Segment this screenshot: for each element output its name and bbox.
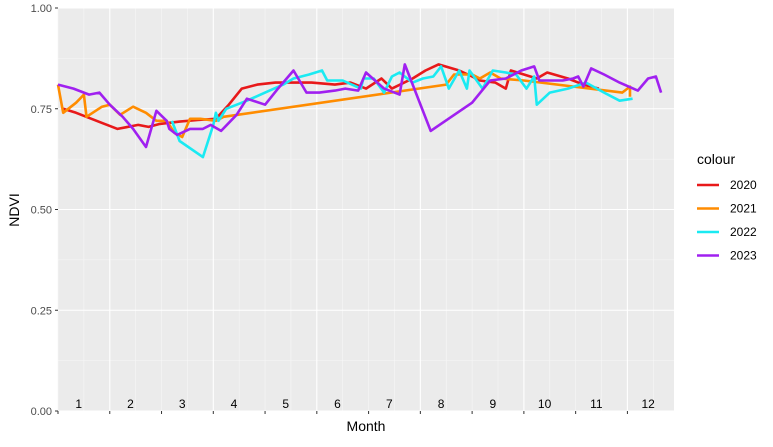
month-labels: 1 2 3 4 5 6 7 8 9 10 11 12 [75,397,655,411]
legend: colour 2020 2021 2022 2023 [697,151,757,263]
legend-title: colour [697,151,735,167]
y-tick-label: 0.00 [31,406,52,418]
y-tick-label: 0.50 [31,205,52,217]
month-label-7: 7 [386,397,393,411]
x-axis-title: Month [347,418,386,434]
month-label-5: 5 [282,397,289,411]
month-label-11: 11 [590,397,603,411]
legend-label-2020: 2020 [730,178,757,192]
major-gridlines [58,7,674,412]
month-label-4: 4 [231,397,238,411]
month-label-10: 10 [538,397,552,411]
series-line-2023 [57,63,663,149]
legend-label-2023: 2023 [730,249,757,263]
month-label-12: 12 [641,397,655,411]
x-axis [57,411,628,414]
month-label-2: 2 [127,397,134,411]
month-label-6: 6 [334,397,341,411]
y-tick-label: 1.00 [31,3,52,15]
legend-label-2021: 2021 [730,202,757,216]
legend-label-2022: 2022 [730,225,757,239]
y-tick-label: 0.25 [31,305,52,317]
month-label-1: 1 [75,397,82,411]
month-label-8: 8 [438,397,445,411]
month-label-3: 3 [179,397,186,411]
series-lines [56,63,663,159]
y-tick-label: 0.75 [31,104,52,116]
y-axis-title: NDVI [6,193,22,226]
month-label-9: 9 [489,397,496,411]
series-line-2020 [62,63,600,131]
series-line-2021 [56,71,632,139]
y-axis: 0.00 0.25 0.50 0.75 1.00 [31,3,58,418]
